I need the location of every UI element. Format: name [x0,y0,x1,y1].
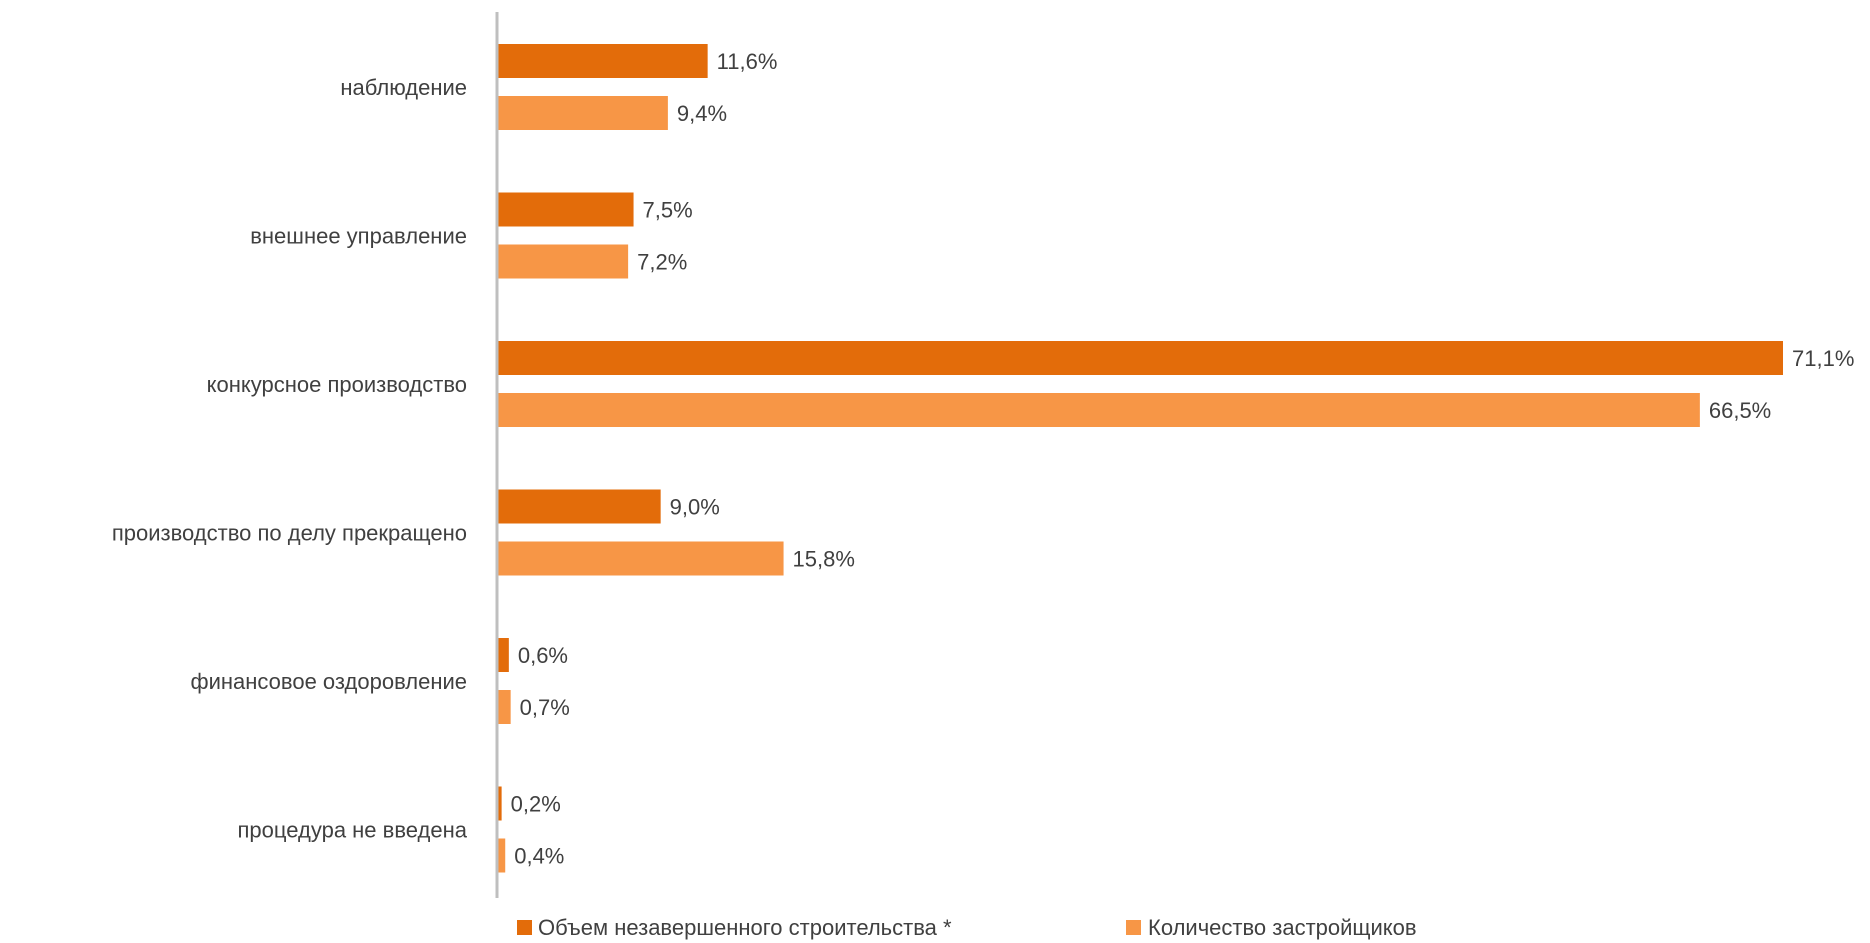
value-label-unfinished-construction-nablyudenie: 11,6% [717,49,778,74]
bar-developers-count-proizvodstvo-prekrashcheno [498,541,784,576]
bar-unfinished-construction-procedura-ne-vvedena [498,786,502,821]
category-label-procedura-ne-vvedena: процедура не введена [238,818,468,843]
category-label-vneshnee-upravlenie: внешнее управление [250,224,467,249]
legend-swatch-developers-count [1126,920,1141,935]
bar-unfinished-construction-vneshnee-upravlenie [498,192,634,227]
bar-developers-count-nablyudenie [498,96,668,130]
value-labels: 11,6% 9,4% 7,5% 7,2% 71,1% 66,5% 9,0% 15,8% 0,6%… [511,49,1855,869]
bar-unfinished-construction-proizvodstvo-prekrashcheno [498,489,661,524]
bar-developers-count-konkursnoe-proizvodstvo [498,393,1700,427]
value-label-developers-count-nablyudenie: 9,4% [677,101,727,126]
value-label-developers-count-konkursnoe-proizvodstvo: 66,5% [1709,398,1771,423]
value-label-unfinished-construction-konkursnoe-proizvodstvo: 71,1% [1792,346,1854,371]
bars [498,44,1783,873]
value-label-developers-count-proizvodstvo-prekrashcheno: 15,8% [793,547,855,572]
category-label-konkursnoe-proizvodstvo: конкурсное производство [207,372,467,397]
value-label-developers-count-vneshnee-upravlenie: 7,2% [637,250,687,275]
bar-developers-count-vneshnee-upravlenie [498,244,629,279]
category-label-nablyudenie: наблюдение [340,75,467,100]
legend-swatch-unfinished-construction [517,920,532,935]
legend-label-developers-count: Количество застройщиков [1148,915,1417,940]
bar-unfinished-construction-finansovoe-ozdorovlenie [498,638,509,672]
bar-unfinished-construction-konkursnoe-proizvodstvo [498,341,1783,375]
legend-label-unfinished-construction: Объем незавершенного строительства * [538,915,952,940]
legend: Объем незавершенного строительства * Кол… [517,915,1417,940]
category-labels: наблюдение внешнее управление конкурсное п… [112,75,468,843]
value-label-unfinished-construction-proizvodstvo-prekrashcheno: 9,0% [670,495,720,520]
value-label-developers-count-finansovoe-ozdorovlenie: 0,7% [520,695,570,720]
category-label-proizvodstvo-prekrashcheno: производство по делу прекращено [112,521,467,546]
value-label-unfinished-construction-procedura-ne-vvedena: 0,2% [511,792,561,817]
value-label-unfinished-construction-finansovoe-ozdorovlenie: 0,6% [518,643,568,668]
bar-developers-count-procedura-ne-vvedena [498,838,506,873]
bar-unfinished-construction-nablyudenie [498,44,708,78]
value-label-unfinished-construction-vneshnee-upravlenie: 7,5% [643,198,693,223]
value-label-developers-count-procedura-ne-vvedena: 0,4% [514,844,564,869]
category-label-finansovoe-ozdorovlenie: финансовое оздоровление [191,669,468,694]
bar-developers-count-finansovoe-ozdorovlenie [498,690,511,724]
